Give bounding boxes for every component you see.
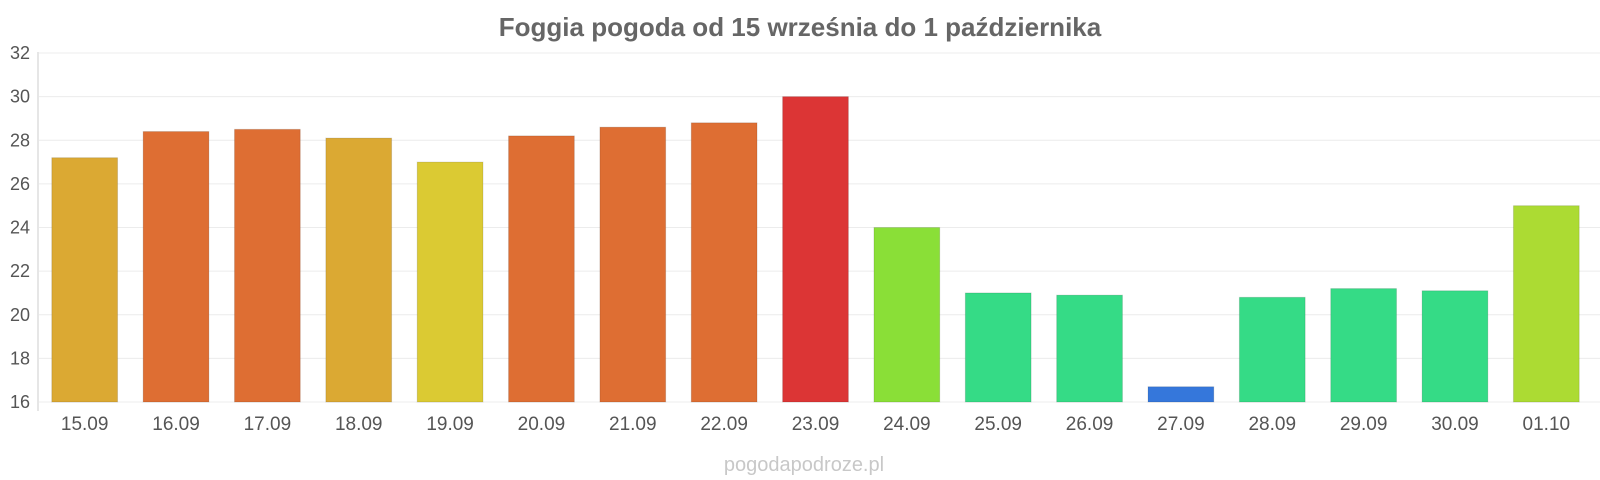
- bar: [142, 131, 210, 403]
- bars: [51, 96, 1580, 403]
- bar: [1238, 296, 1306, 403]
- x-tick-label: 25.09: [974, 414, 1022, 435]
- x-tick-label: 17.09: [244, 414, 292, 435]
- y-tick-label: 20: [10, 305, 30, 325]
- x-tick-label: 28.09: [1248, 414, 1296, 435]
- bar: [873, 227, 941, 403]
- x-tick-label: 01.10: [1523, 414, 1571, 435]
- bar: [1330, 288, 1398, 403]
- x-tick-label: 19.09: [426, 414, 474, 435]
- y-tick-label: 22: [10, 261, 30, 281]
- y-axis-ticks: 16 18 20 22 24 26 28 30 32: [10, 43, 30, 412]
- bar: [690, 122, 758, 403]
- bar: [964, 292, 1032, 403]
- bar: [1056, 294, 1123, 403]
- x-tick-label: 16.09: [152, 414, 200, 435]
- y-tick-label: 26: [10, 174, 30, 194]
- y-tick-label: 32: [10, 43, 30, 63]
- x-tick-label: 20.09: [518, 414, 566, 435]
- y-tick-label: 16: [10, 392, 30, 412]
- bar: [1147, 386, 1215, 403]
- bar: [1421, 290, 1489, 403]
- watermark: pogodapodroze.pl: [724, 454, 884, 476]
- bar: [782, 96, 849, 403]
- chart-title: Foggia pogoda od 15 września do 1 paździ…: [499, 12, 1102, 42]
- x-tick-label: 23.09: [792, 414, 840, 435]
- x-tick-label: 21.09: [609, 414, 657, 435]
- x-tick-label: 18.09: [335, 414, 383, 435]
- x-tick-label: 22.09: [700, 414, 748, 435]
- bar: [599, 126, 667, 403]
- x-tick-label: 15.09: [61, 414, 109, 435]
- x-tick-label: 30.09: [1431, 414, 1479, 435]
- y-tick-label: 24: [10, 218, 30, 238]
- x-tick-label: 27.09: [1157, 414, 1205, 435]
- bar: [233, 128, 301, 403]
- y-tick-label: 28: [10, 130, 30, 150]
- x-axis-ticks: 15.09 16.09 17.09 18.09 19.09 20.09 21.09 22.09…: [61, 414, 1570, 435]
- bar: [325, 137, 393, 403]
- bar: [508, 135, 575, 403]
- bar: [51, 157, 119, 403]
- y-tick-label: 30: [10, 87, 30, 107]
- x-tick-label: 29.09: [1340, 414, 1388, 435]
- y-tick-label: 18: [10, 348, 30, 368]
- bar: [1512, 205, 1580, 403]
- x-tick-label: 24.09: [883, 414, 931, 435]
- bar: [416, 161, 484, 403]
- x-tick-label: 26.09: [1066, 414, 1114, 435]
